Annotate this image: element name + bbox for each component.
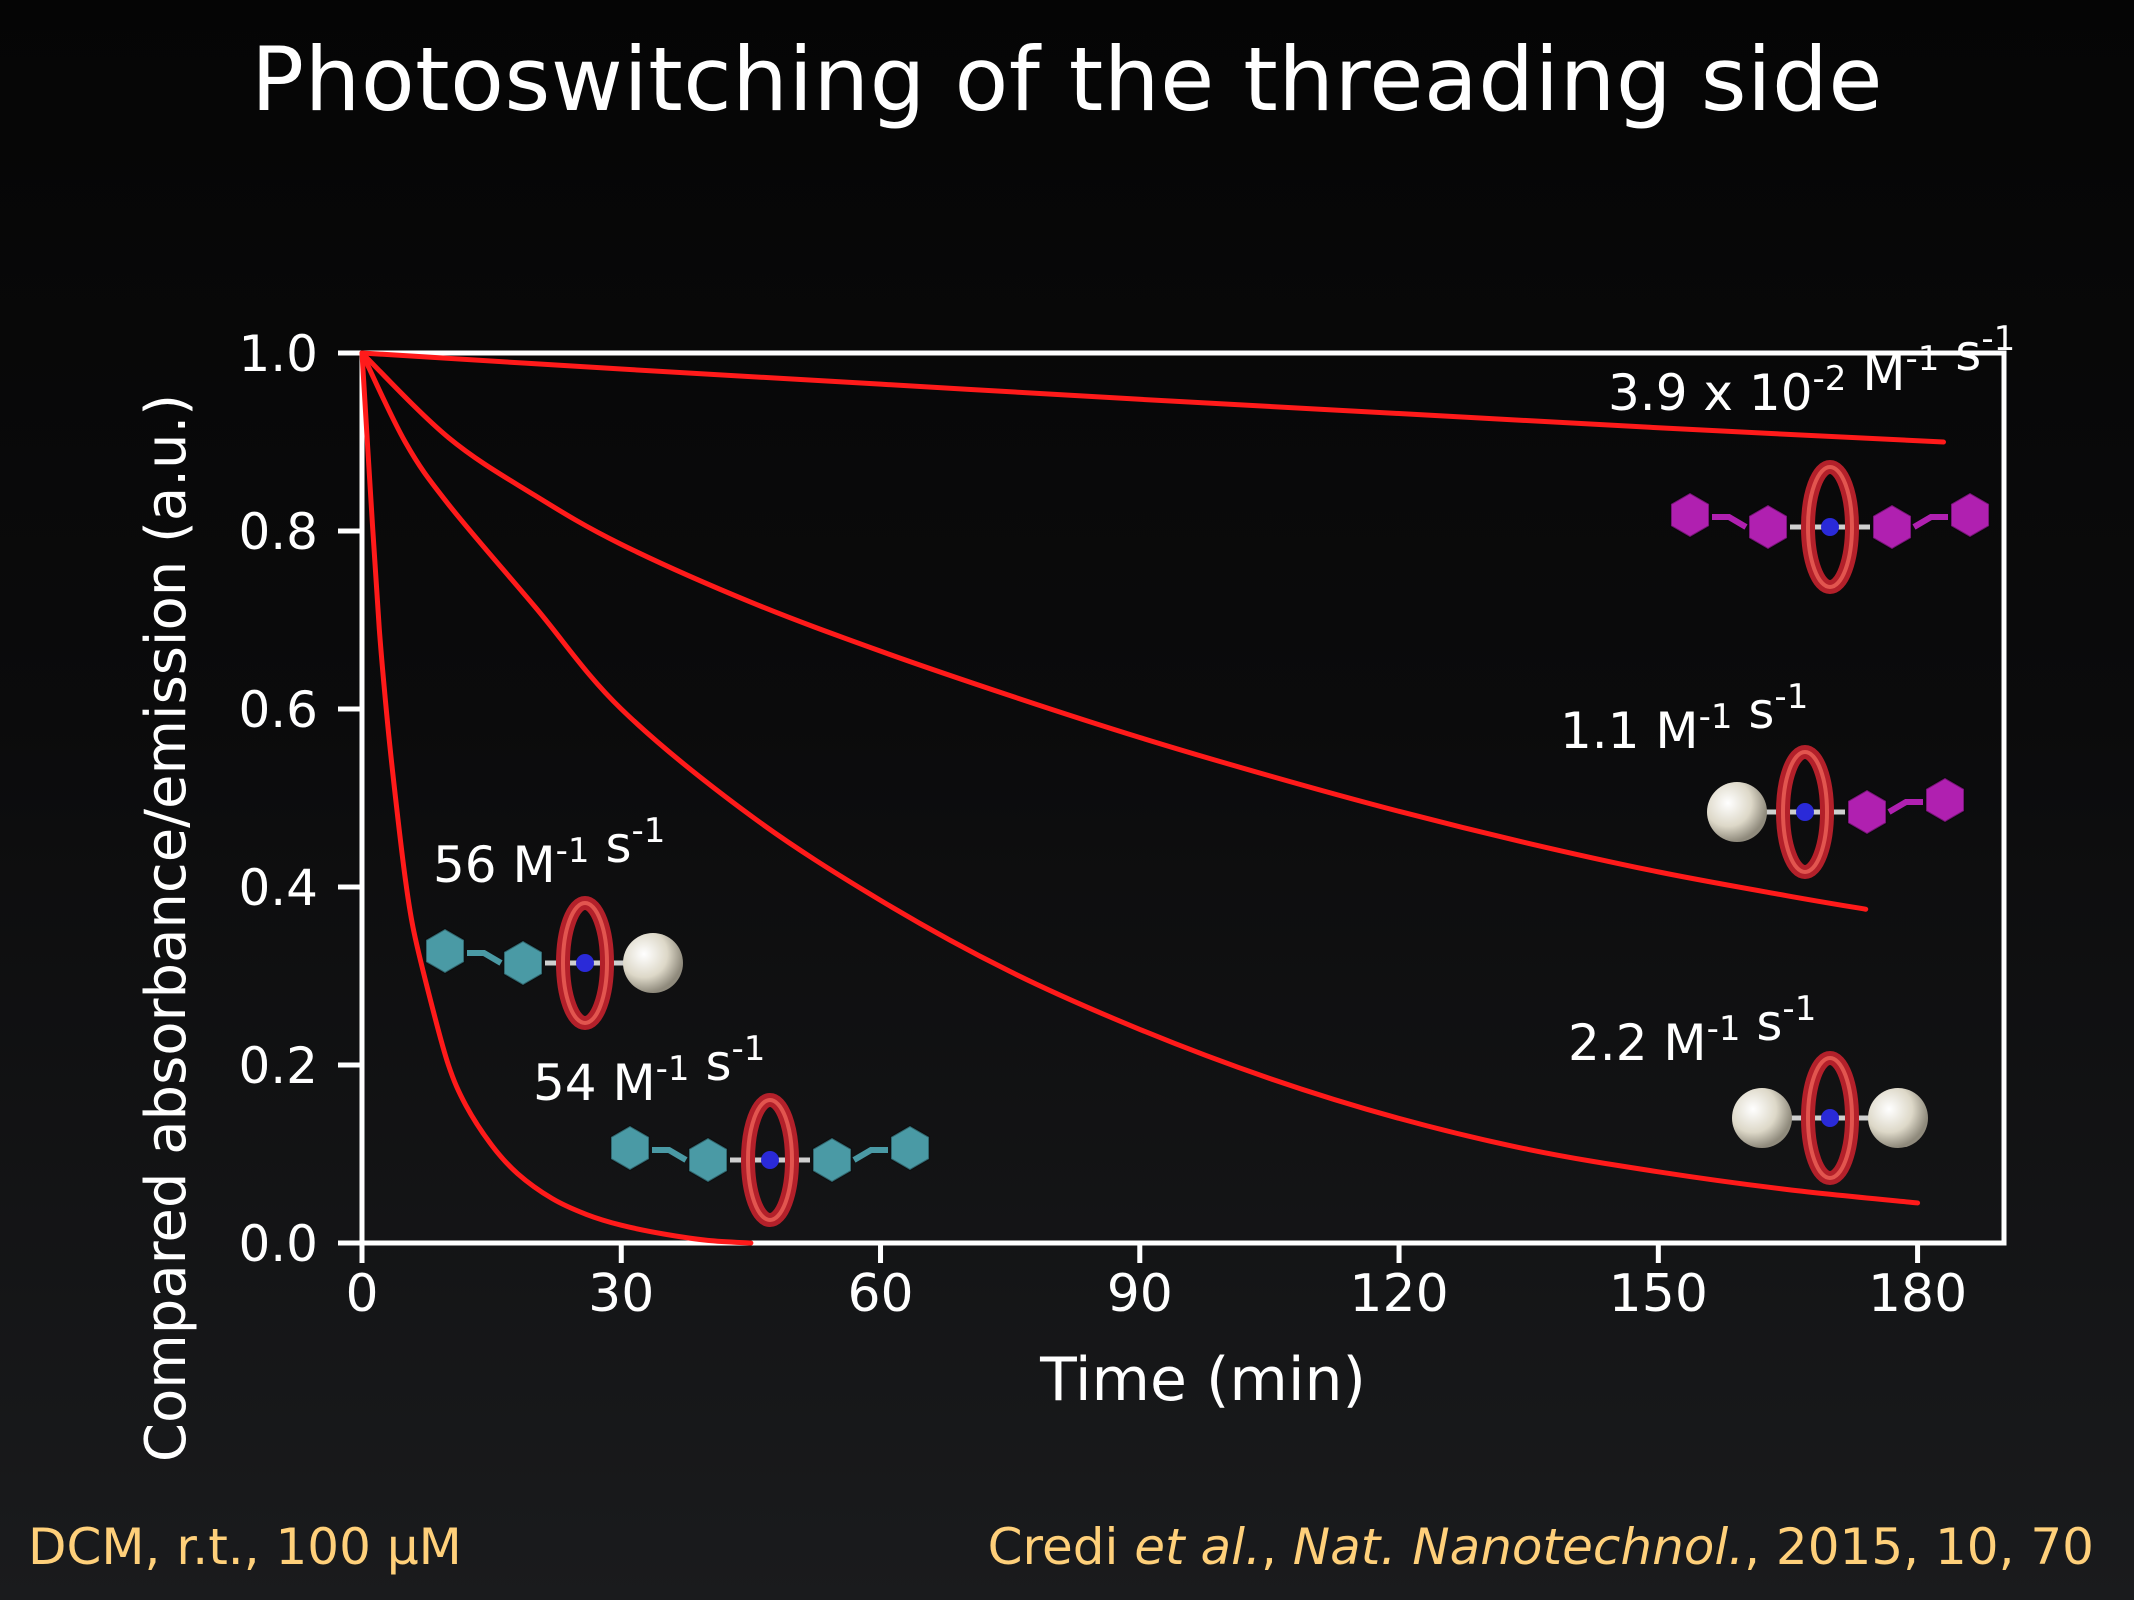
stopper-ball bbox=[623, 933, 683, 993]
stopper-hexagon bbox=[1949, 491, 1991, 539]
x-axis-label: Time (min) bbox=[1039, 1345, 1366, 1415]
y-tick-label: 0.0 bbox=[238, 1215, 318, 1273]
chart-curves bbox=[359, 350, 1947, 1246]
x-tick-label: 180 bbox=[1868, 1264, 1967, 1324]
rotaxane-ball-magenta bbox=[1707, 745, 1966, 879]
linker bbox=[1712, 514, 1748, 530]
macrocycle-ring-highlight bbox=[1781, 750, 1829, 874]
conditions-note: DCM, r.t., 100 μM bbox=[28, 1518, 462, 1576]
rate-label-56: 56 M-1 s-1 bbox=[433, 811, 665, 894]
citation-sep: , bbox=[1260, 1518, 1293, 1576]
x-tick-label: 0 bbox=[345, 1264, 378, 1324]
x-tick-label: 150 bbox=[1609, 1264, 1708, 1324]
ammonium-center bbox=[761, 1151, 779, 1169]
linker bbox=[852, 1147, 888, 1163]
stopper-hexagon bbox=[609, 1124, 651, 1172]
rate-text: s bbox=[1740, 994, 1782, 1052]
y-tick-label: 0.8 bbox=[238, 503, 318, 561]
stopper-hexagon bbox=[811, 1136, 853, 1184]
citation-author: Credi bbox=[987, 1518, 1135, 1576]
chart-axes: 0 30 60 90 120 150 180 0.0 0.2 0.4 0.6 0.8 1.0 Time (… bbox=[134, 325, 2007, 1462]
citation: Credi et al., Nat. Nanotechnol., 2015, 1… bbox=[988, 1518, 2094, 1576]
ammonium-center bbox=[1821, 1109, 1839, 1127]
rate-exponent: -1 bbox=[1782, 989, 1816, 1029]
plot-frame bbox=[359, 350, 2007, 1246]
rotaxane-magenta-magenta bbox=[1669, 460, 1991, 594]
macrocycle-ring-highlight bbox=[561, 901, 609, 1025]
macrocycle-ring-highlight bbox=[1806, 1056, 1854, 1180]
rate-exponent: -1 bbox=[1699, 697, 1733, 737]
citation-rest: , 2015, 10, 70 bbox=[1744, 1518, 2094, 1576]
slide-title: Photoswitching of the threading side bbox=[251, 28, 1883, 131]
rate-label-3.9e-2: 3.9 x 10-2 M-1 s-1 bbox=[1608, 319, 2015, 422]
molecule-illustrations bbox=[424, 460, 1991, 1227]
series-line-2 bbox=[359, 350, 1869, 912]
x-tick-label: 90 bbox=[1107, 1264, 1173, 1324]
rate-text: s bbox=[690, 1034, 732, 1092]
rate-text: s bbox=[590, 816, 632, 874]
rate-text: 2.2 M bbox=[1568, 1014, 1707, 1072]
y-tick-label: 1.0 bbox=[238, 325, 318, 383]
rate-text: 54 M bbox=[533, 1054, 656, 1112]
x-tick-label: 60 bbox=[847, 1264, 913, 1324]
linker bbox=[652, 1147, 688, 1163]
series-line-1 bbox=[359, 350, 1947, 445]
rate-exponent: -2 bbox=[1813, 359, 1847, 399]
rate-text: s bbox=[1732, 682, 1774, 740]
rate-text: M bbox=[1846, 344, 1905, 402]
rate-exponent: -1 bbox=[556, 831, 590, 871]
citation-etal: et al. bbox=[1134, 1518, 1261, 1576]
stopper-hexagon bbox=[1871, 503, 1913, 551]
rate-exponent: -1 bbox=[656, 1049, 690, 1089]
rate-exponent: -1 bbox=[732, 1029, 766, 1069]
stopper-hexagon bbox=[1924, 776, 1966, 824]
stopper-hexagon bbox=[1846, 788, 1888, 836]
ammonium-center bbox=[1796, 803, 1814, 821]
y-tick-label: 0.4 bbox=[238, 859, 318, 917]
stopper-ball bbox=[1732, 1088, 1792, 1148]
ammonium-center bbox=[1821, 518, 1839, 536]
y-tick-label: 0.6 bbox=[238, 681, 318, 739]
stopper-hexagon bbox=[687, 1136, 729, 1184]
rate-exponent: -1 bbox=[1774, 677, 1808, 717]
stopper-hexagon bbox=[1669, 491, 1711, 539]
citation-journal: Nat. Nanotechnol. bbox=[1292, 1518, 1745, 1576]
rate-labels: 3.9 x 10-2 M-1 s-11.1 M-1 s-12.2 M-1 s-1… bbox=[433, 319, 2015, 1112]
rate-label-2.2: 2.2 M-1 s-1 bbox=[1568, 989, 1816, 1072]
rate-label-54: 54 M-1 s-1 bbox=[533, 1029, 765, 1112]
rotaxane-teal-teal bbox=[609, 1093, 931, 1227]
rate-text: 56 M bbox=[433, 836, 556, 894]
ammonium-center bbox=[576, 954, 594, 972]
stopper-ball bbox=[1707, 782, 1767, 842]
stopper-hexagon bbox=[502, 939, 544, 987]
linker bbox=[1887, 799, 1923, 815]
rate-exponent: -1 bbox=[632, 811, 666, 851]
rate-exponent: -1 bbox=[1905, 339, 1939, 379]
rotaxane-teal-ball bbox=[424, 896, 683, 1030]
rate-text: 1.1 M bbox=[1560, 702, 1699, 760]
rate-exponent: -1 bbox=[1981, 319, 2015, 359]
macrocycle-ring-highlight bbox=[1806, 465, 1854, 589]
stopper-ball bbox=[1868, 1088, 1928, 1148]
macrocycle-ring-highlight bbox=[746, 1098, 794, 1222]
y-tick-label: 0.2 bbox=[238, 1037, 318, 1095]
rate-label-1.1: 1.1 M-1 s-1 bbox=[1560, 677, 1808, 760]
rate-exponent: -1 bbox=[1707, 1009, 1741, 1049]
stopper-hexagon bbox=[889, 1124, 931, 1172]
x-tick-label: 120 bbox=[1349, 1264, 1448, 1324]
rate-text: s bbox=[1939, 324, 1981, 382]
stopper-hexagon bbox=[424, 927, 466, 975]
series-line-4 bbox=[359, 350, 754, 1246]
series-line-3 bbox=[359, 350, 1921, 1206]
y-axis-label: Compared absorbance/emission (a.u.) bbox=[134, 394, 199, 1462]
x-tick-label: 30 bbox=[588, 1264, 654, 1324]
stopper-hexagon bbox=[1747, 503, 1789, 551]
linker bbox=[1912, 514, 1948, 530]
linker bbox=[467, 950, 503, 966]
rotaxane-ball-ball bbox=[1732, 1051, 1928, 1185]
rate-text: 3.9 x 10 bbox=[1608, 364, 1813, 422]
